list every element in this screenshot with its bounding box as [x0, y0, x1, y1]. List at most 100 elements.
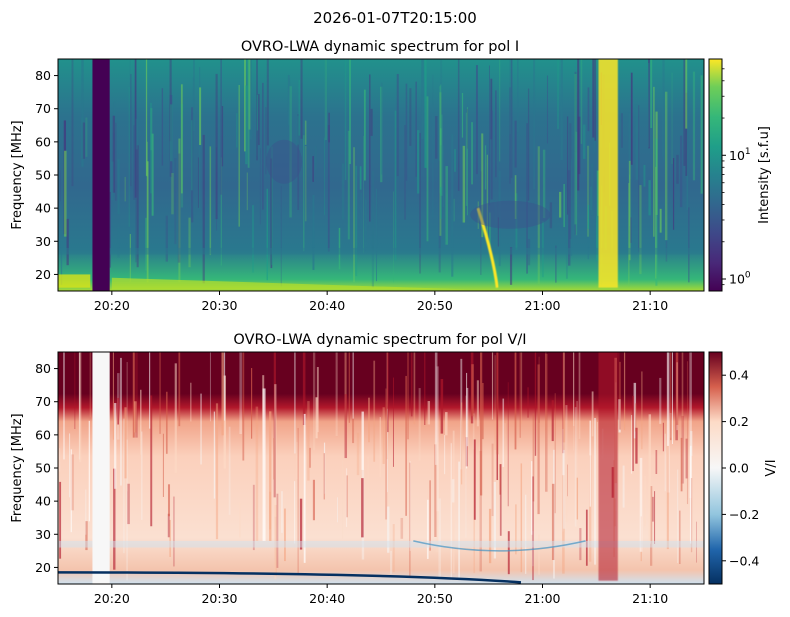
striation — [471, 122, 473, 185]
striation — [129, 234, 131, 282]
striation — [169, 104, 173, 162]
striation — [690, 431, 693, 456]
striation — [562, 475, 565, 574]
striation — [270, 158, 273, 269]
striation — [672, 352, 673, 445]
striation — [510, 59, 513, 178]
striation — [409, 88, 412, 146]
striation — [507, 382, 509, 507]
striation — [424, 59, 427, 168]
striation — [450, 443, 452, 581]
striation — [532, 413, 535, 502]
striation — [486, 154, 488, 240]
striation — [466, 372, 468, 469]
striation — [679, 510, 681, 565]
striation — [297, 427, 299, 574]
striation — [426, 499, 429, 559]
striation — [666, 352, 670, 493]
striation — [124, 176, 126, 202]
striation — [71, 454, 74, 511]
striation — [324, 59, 328, 141]
rfi-band — [58, 247, 704, 255]
striation — [651, 496, 654, 522]
striation — [587, 218, 590, 260]
striation — [515, 504, 517, 555]
striation — [475, 65, 478, 175]
striation — [688, 207, 690, 283]
striation — [509, 247, 513, 285]
y-tick-label: 60 — [35, 134, 51, 149]
striation — [258, 94, 260, 146]
striation — [676, 362, 678, 431]
striation — [623, 352, 626, 431]
striation — [266, 188, 268, 281]
striation — [141, 431, 143, 520]
y-tick-label: 30 — [35, 527, 51, 542]
striation — [443, 435, 446, 475]
striation — [641, 371, 643, 450]
striation — [654, 491, 656, 544]
x-tick-label: 21:00 — [524, 591, 560, 606]
striation — [591, 391, 594, 437]
striation — [595, 99, 597, 223]
striation — [438, 160, 441, 273]
striation — [269, 491, 272, 530]
striation — [151, 133, 154, 216]
striation — [381, 82, 383, 175]
striation — [244, 59, 246, 152]
striation — [537, 146, 540, 285]
x-tick-label: 21:00 — [524, 298, 560, 313]
striation — [670, 352, 672, 441]
striation — [111, 161, 114, 201]
striation — [533, 59, 536, 190]
striation — [502, 398, 505, 467]
striation — [551, 400, 554, 442]
striation — [573, 352, 575, 427]
striation — [145, 217, 147, 271]
striation — [504, 423, 506, 493]
colorbar-tick-label: 100 — [729, 271, 751, 287]
striation — [575, 131, 578, 236]
striation — [379, 417, 381, 478]
striation — [325, 59, 327, 145]
striation — [466, 387, 469, 447]
striation — [666, 445, 669, 550]
striation — [569, 123, 572, 239]
striation — [236, 113, 238, 148]
y-axis-pol-i: 20 30 40 50 60 70 80 — [35, 68, 58, 282]
striation — [672, 158, 675, 230]
data-gap — [92, 59, 110, 291]
striation — [323, 453, 325, 500]
y-tick-label: 50 — [35, 168, 51, 183]
y-tick-label: 60 — [35, 427, 51, 442]
striation — [484, 145, 487, 190]
striation — [341, 163, 345, 220]
striation — [173, 496, 175, 567]
x-tick-label: 20:50 — [417, 591, 453, 606]
striation — [85, 117, 88, 157]
colorbar-tick-label: 0.2 — [729, 414, 749, 429]
colorbar-gradient — [708, 58, 723, 292]
colorbar-pol-vi: −0.4 −0.2 0.0 0.2 0.4 — [708, 351, 759, 585]
striation — [145, 59, 148, 176]
striation — [477, 201, 479, 229]
striation — [188, 217, 191, 268]
striation — [590, 163, 594, 216]
striation — [659, 208, 662, 233]
striation — [159, 352, 161, 434]
intensity-dip — [470, 200, 551, 229]
negative-polarization — [58, 571, 522, 584]
colorbar-tick-label: −0.2 — [729, 507, 759, 522]
striation — [596, 170, 600, 216]
striation — [664, 433, 667, 492]
striation — [140, 424, 142, 477]
striation — [480, 171, 482, 275]
heatmap-pol-i — [57, 58, 705, 292]
striation — [74, 352, 76, 430]
striation — [215, 73, 218, 220]
striation — [628, 160, 631, 261]
striation — [629, 217, 632, 243]
striation — [271, 146, 273, 265]
striation — [565, 192, 568, 279]
striation — [424, 352, 426, 425]
